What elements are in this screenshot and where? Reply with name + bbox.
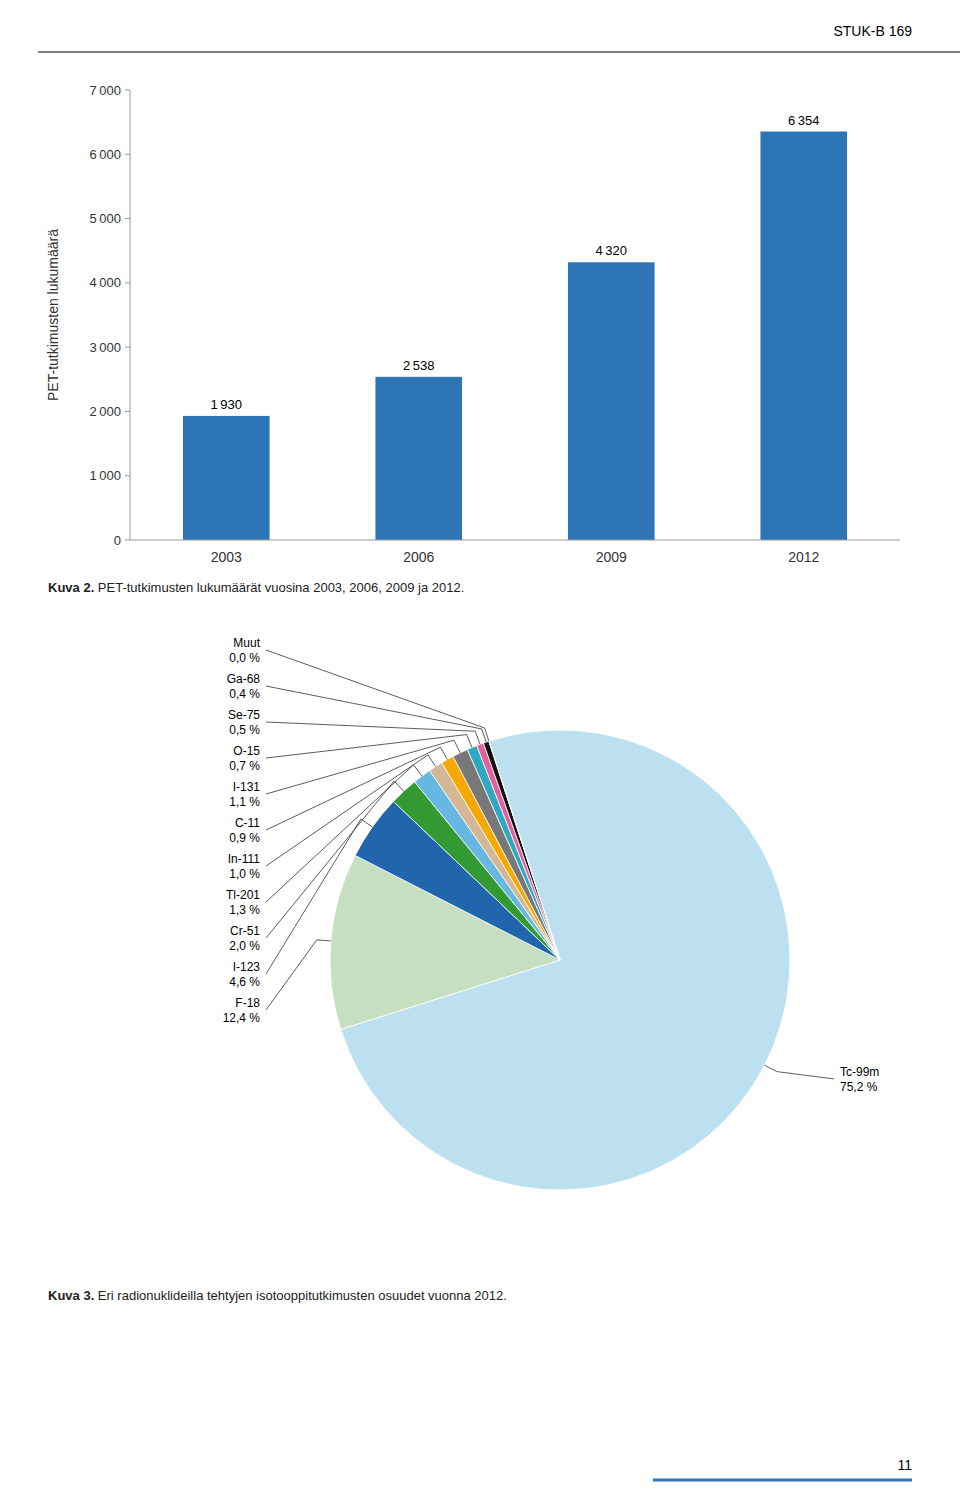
- pie-chart: Tc-99m75,2 % F-1812,4 % I-1234,6 % Cr-512,0…: [223, 636, 880, 1190]
- pie-slice: [489, 741, 560, 960]
- y-tick-label: 7 000: [89, 83, 121, 98]
- page-header: STUK-B 169: [833, 23, 912, 39]
- slice-label: Ga-68: [227, 672, 261, 686]
- leader-line: [266, 735, 472, 758]
- slice-label: F-18: [235, 996, 260, 1010]
- pie-slice: [453, 749, 560, 960]
- slice-label: Se-75: [228, 708, 260, 722]
- y-tick-label: 6 000: [89, 147, 121, 162]
- bar-chart: 0 1 000 2 000 3 000 4 000 5 000 6 000 7 000 2003…: [45, 83, 900, 566]
- leader-line: [266, 781, 404, 938]
- leader-line: [266, 747, 447, 830]
- y-tick: [125, 411, 130, 412]
- slice-value-label: 75,2 %: [840, 1080, 878, 1094]
- slice-label: Tl-201: [226, 888, 260, 902]
- bars: [183, 132, 847, 540]
- slice-value-label: 0,4 %: [229, 687, 260, 701]
- data-label: 2 538: [403, 358, 435, 373]
- y-tick-label: 0: [114, 533, 121, 548]
- slice-value-label: 2,0 %: [229, 939, 260, 953]
- slice-label: In-111: [228, 852, 261, 866]
- slice-value-label: 4,6 %: [229, 975, 260, 989]
- slice-value-label: 12,4 %: [223, 1011, 261, 1025]
- pie-slice: [483, 741, 560, 960]
- page: 0 1 000 2 000 3 000 4 000 5 000 6 000 7 000 2003…: [0, 0, 960, 1504]
- x-tick-label: 2009: [596, 549, 627, 565]
- x-tick-label: 2012: [788, 549, 819, 565]
- bar: [568, 262, 655, 540]
- slice-label: Muut: [233, 636, 260, 650]
- slice-label: I-123: [233, 960, 261, 974]
- data-label: 6 354: [788, 113, 820, 128]
- slice-value-label: 1,1 %: [229, 795, 260, 809]
- wedges: [330, 730, 790, 1190]
- x-tick-label: 2003: [211, 549, 242, 565]
- y-tick-label: 3 000: [89, 340, 121, 355]
- slice-label: I-131: [233, 780, 261, 794]
- y-axis: [130, 90, 131, 540]
- y-tick-label: 2 000: [89, 404, 121, 419]
- caption: Kuva 2. PET-tutkimusten lukumäärät vuosi…: [48, 580, 464, 595]
- y-tick: [125, 282, 130, 283]
- leader-line: [266, 740, 460, 794]
- caption-text: PET-tutkimusten lukumäärät vuosina 2003,…: [94, 580, 464, 595]
- leader-line: [266, 940, 331, 1010]
- footer-rule: [653, 1479, 912, 1482]
- leader-line: [266, 686, 486, 742]
- leader-line: [266, 765, 422, 902]
- slice-value-label: 0,7 %: [229, 759, 260, 773]
- data-label: 1 930: [210, 397, 242, 412]
- caption-text: Eri radionuklideilla tehtyjen isotooppit…: [94, 1288, 507, 1303]
- pie-slice: [477, 743, 560, 960]
- y-tick: [125, 540, 130, 541]
- page-background: [0, 0, 960, 1504]
- pie-labels: Tc-99m75,2 % F-1812,4 % I-1234,6 % Cr-512,0…: [223, 636, 880, 1094]
- slice-value-label: 0,9 %: [229, 831, 260, 845]
- slice-label: O-15: [233, 744, 260, 758]
- y-tick: [125, 347, 130, 348]
- x-tick-label: 2006: [403, 549, 434, 565]
- header-rule: [38, 52, 960, 53]
- caption-bold: Kuva 2.: [48, 580, 94, 595]
- y-tick: [125, 154, 130, 155]
- y-tick: [125, 218, 130, 219]
- y-tick-label: 1 000: [89, 468, 121, 483]
- caption-bold: Kuva 3.: [48, 1288, 94, 1303]
- bar: [760, 132, 847, 540]
- leader-line: [266, 650, 489, 741]
- slice-value-label: 0,0 %: [229, 651, 260, 665]
- leader-line: [266, 819, 372, 974]
- bar: [375, 377, 462, 540]
- y-axis-label: PET-tutkimusten lukumäärä: [45, 229, 61, 401]
- caption: Kuva 3. Eri radionuklideilla tehtyjen is…: [48, 1288, 507, 1303]
- data-label: 4 320: [595, 243, 627, 258]
- slice-label: C-11: [235, 816, 260, 830]
- slice-label: Cr-51: [230, 924, 260, 938]
- slice-value-label: 1,3 %: [229, 903, 260, 917]
- leader-line: [266, 722, 480, 744]
- pie-slice: [467, 746, 560, 960]
- slice-value-label: 1,0 %: [229, 867, 260, 881]
- page-number: 11: [897, 1457, 912, 1473]
- y-tick: [125, 90, 130, 91]
- leader-line: [765, 1065, 834, 1079]
- leader-line: [266, 755, 436, 866]
- y-tick-label: 4 000: [89, 275, 121, 290]
- y-tick: [125, 475, 130, 476]
- y-tick-label: 5 000: [89, 211, 121, 226]
- x-axis: [130, 540, 900, 541]
- slice-label: Tc-99m: [840, 1065, 879, 1079]
- slice-value-label: 0,5 %: [229, 723, 260, 737]
- bar: [183, 416, 270, 540]
